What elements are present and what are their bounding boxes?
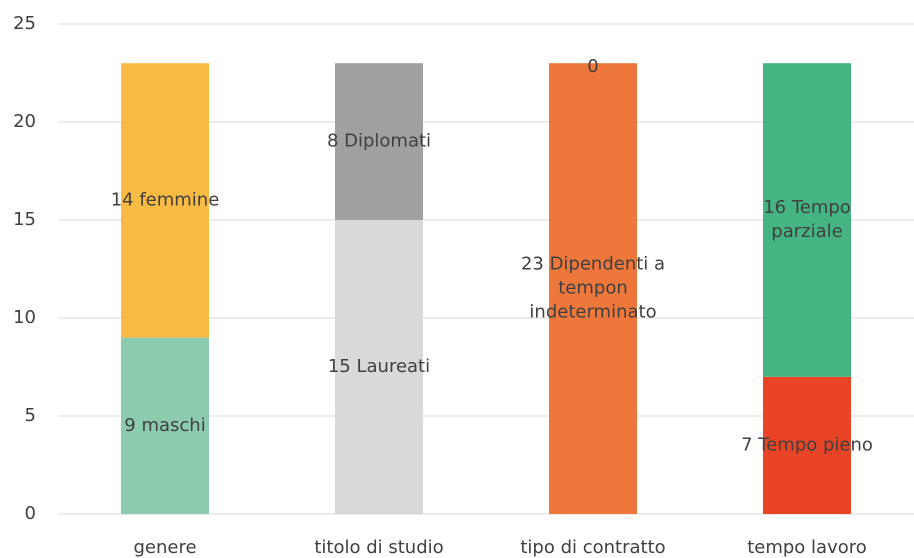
y-tick-label: 20	[13, 111, 36, 132]
data-label: 8 Diplomati	[327, 131, 431, 152]
x-tick-label: tempo lavoro	[747, 537, 867, 558]
bar-segment	[763, 376, 851, 514]
bar-segment	[335, 220, 423, 514]
x-tick-label: genere	[133, 537, 196, 558]
bar-segment	[121, 337, 209, 514]
data-label: 15 Laureati	[328, 356, 430, 377]
y-tick-label: 25	[13, 13, 36, 34]
y-tick-label: 5	[25, 405, 36, 426]
bar-segment	[121, 63, 209, 338]
data-label: 14 femmine	[111, 189, 220, 210]
data-label: 16 Tempo parziale	[763, 197, 851, 242]
data-label: 7 Tempo pieno	[741, 434, 873, 455]
data-label: 23 Dipendenti a tempon indeterminato	[521, 254, 665, 323]
y-tick-label: 0	[25, 503, 36, 524]
bar-segment	[763, 63, 851, 377]
bar-segment	[549, 63, 637, 514]
x-tick-label: tipo di contratto	[520, 537, 665, 558]
data-label: 0	[587, 56, 598, 77]
data-label: 9 maschi	[124, 415, 205, 436]
x-tick-label: titolo di studio	[314, 537, 443, 558]
y-tick-label: 10	[13, 307, 36, 328]
bar-segment	[335, 63, 423, 221]
y-tick-label: 15	[13, 209, 36, 230]
